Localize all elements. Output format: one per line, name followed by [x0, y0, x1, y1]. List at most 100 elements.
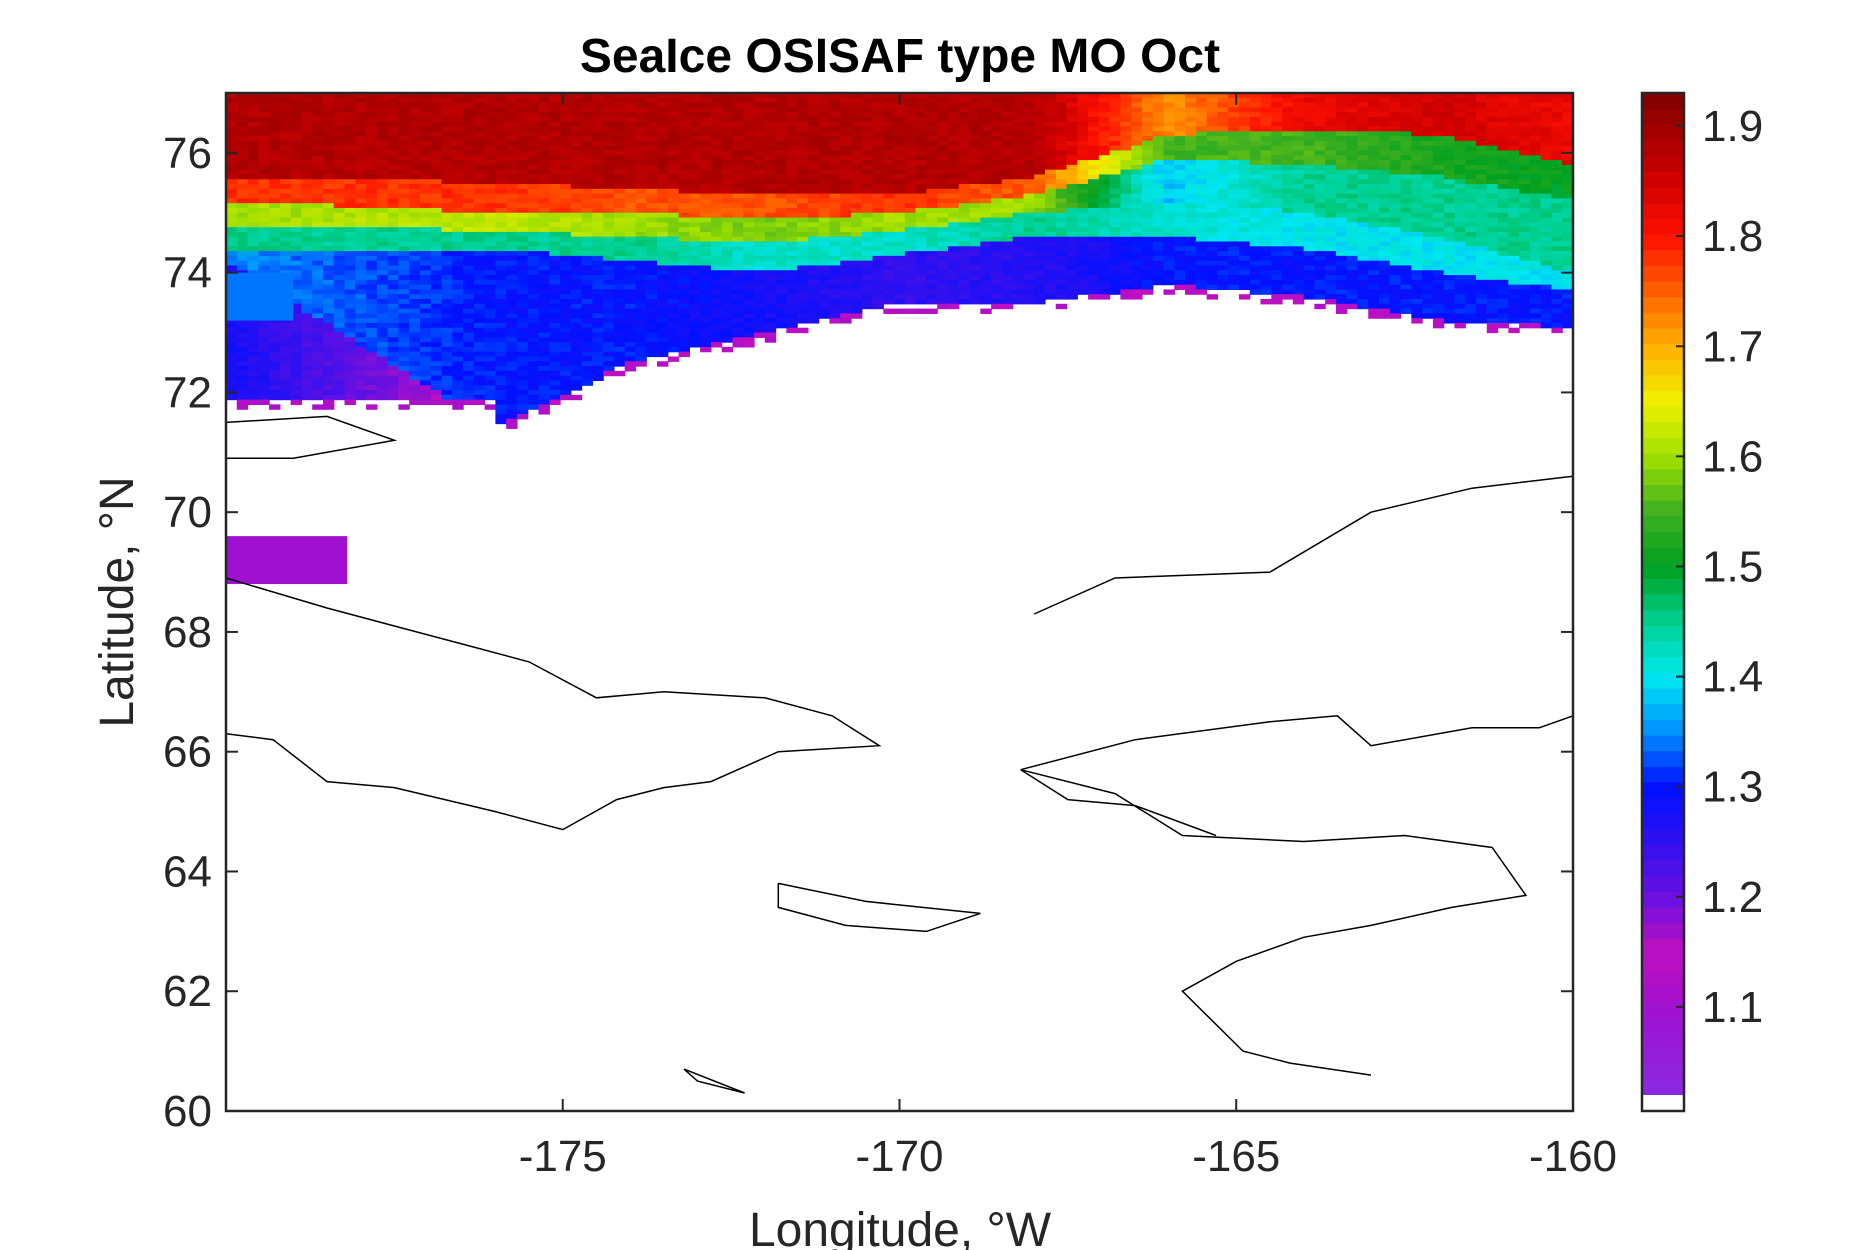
- ice-cell: [700, 332, 712, 338]
- ice-cell: [322, 169, 335, 176]
- ice-cell: [376, 366, 389, 372]
- ice-cell: [1152, 112, 1165, 118]
- ice-cell: [710, 255, 723, 262]
- ice-cell: [398, 93, 410, 99]
- ice-cell: [581, 203, 593, 209]
- ice-cell: [409, 260, 421, 267]
- ice-cell: [1066, 222, 1078, 228]
- ice-cell: [689, 150, 701, 156]
- ice-cell: [1206, 260, 1218, 267]
- ice-cell: [333, 385, 346, 391]
- ice-cell: [904, 97, 917, 104]
- ice-cell: [516, 184, 529, 190]
- ice-cell: [226, 217, 238, 223]
- ice-cell: [236, 188, 249, 195]
- ice-cell: [700, 236, 712, 243]
- ice-cell: [387, 116, 400, 123]
- ice-cell: [269, 198, 281, 204]
- ice-cell: [700, 207, 712, 214]
- ice-cell: [409, 332, 421, 338]
- ice-cell: [829, 203, 841, 209]
- ice-cell: [1163, 241, 1175, 247]
- ice-cell: [1055, 164, 1068, 171]
- ice-cell: [581, 236, 593, 243]
- ice-cell: [409, 112, 421, 118]
- ice-cell: [1174, 164, 1186, 171]
- ice-cell: [926, 126, 938, 132]
- ice-cell: [969, 102, 981, 108]
- ice-cell: [549, 136, 561, 142]
- ice-cell: [322, 246, 335, 252]
- ice-cell: [797, 169, 809, 176]
- ice-cell: [624, 322, 637, 329]
- ice-cell: [1174, 155, 1186, 161]
- ice-cell: [452, 112, 464, 118]
- ice-cell: [980, 150, 992, 156]
- ice-cell: [1120, 241, 1132, 247]
- ice-cell: [624, 318, 637, 324]
- ice-cell: [333, 169, 346, 176]
- ice-cell: [721, 346, 734, 353]
- ice-cell: [1131, 140, 1143, 147]
- ice-cell: [1066, 160, 1078, 166]
- ice-cell: [1044, 265, 1057, 271]
- ice-cell: [279, 260, 292, 267]
- ice-cell: [947, 198, 960, 204]
- ice-cell: [290, 145, 303, 152]
- ice-cell: [527, 294, 540, 300]
- ice-cell: [226, 346, 238, 353]
- ice-cell: [700, 222, 712, 228]
- ice-cell: [904, 179, 917, 185]
- ice-cell: [646, 207, 658, 214]
- ice-cell: [603, 294, 615, 300]
- ice-cell: [581, 193, 593, 199]
- ice-cell: [355, 150, 367, 156]
- ice-cell: [937, 112, 949, 118]
- ice-cell: [710, 275, 723, 281]
- ice-cell: [807, 203, 820, 209]
- ice-cell: [344, 265, 356, 271]
- ice-cell: [721, 97, 734, 104]
- ice-cell: [1141, 116, 1154, 123]
- ice-cell: [991, 299, 1003, 305]
- ice-cell: [624, 303, 637, 310]
- ice-cell: [700, 212, 712, 219]
- ice-cell: [322, 275, 335, 281]
- ice-cell: [516, 370, 529, 377]
- ice-cell: [635, 184, 647, 190]
- ice-cell: [958, 203, 971, 209]
- ice-cell: [829, 308, 841, 314]
- ice-cell: [430, 361, 443, 367]
- ice-cell: [1088, 236, 1100, 243]
- ice-cell: [904, 246, 917, 252]
- ice-cell: [721, 188, 734, 195]
- ice-cell: [721, 337, 734, 343]
- ice-cell: [322, 390, 335, 396]
- ice-cell: [1163, 193, 1175, 199]
- ice-cell: [1195, 188, 1208, 195]
- ice-cell: [527, 116, 540, 123]
- ice-cell: [560, 193, 572, 199]
- ice-cell: [441, 279, 453, 286]
- ice-cell: [1206, 174, 1218, 180]
- ice-cell: [1055, 275, 1068, 281]
- ice-cell: [958, 140, 971, 147]
- ice-cell: [861, 251, 874, 257]
- ice-cell: [818, 308, 831, 314]
- ice-cell: [344, 246, 356, 252]
- ice-cell: [1185, 112, 1197, 118]
- ice-cell: [344, 356, 356, 362]
- ice-cell: [322, 380, 335, 386]
- ice-cell: [538, 93, 550, 99]
- ice-cell: [452, 160, 464, 166]
- ice-cell: [840, 270, 852, 276]
- ice-cell: [516, 126, 529, 132]
- ice-cell: [333, 136, 346, 142]
- ice-cell: [419, 136, 432, 142]
- ice-cell: [635, 361, 647, 367]
- ice-cell: [689, 179, 701, 185]
- ice-cell: [1044, 174, 1057, 180]
- ice-cell: [1206, 227, 1218, 233]
- ice-cell: [786, 136, 798, 142]
